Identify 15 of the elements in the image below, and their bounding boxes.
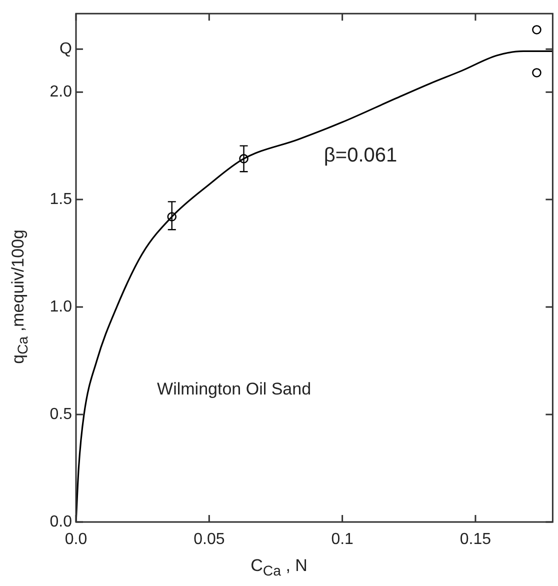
point — [532, 25, 542, 34]
y-tick-label: 0.0 — [50, 513, 72, 530]
point — [532, 68, 542, 78]
x-tick-label: 0.0 — [64, 531, 88, 548]
y-tick-label: 1.5 — [50, 190, 72, 208]
y-tick-label: 0.5 — [50, 406, 72, 423]
y-tick-label: Q — [60, 40, 72, 58]
x-axis-title: C$_{Ca}$ , N — [250, 556, 308, 580]
annotation: Wilmington Oil Sand — [157, 380, 312, 399]
y-tick-label: 1.0 — [50, 298, 72, 316]
y-tick-label: 2.0 — [50, 83, 72, 100]
x-tick-label: 0.05 — [194, 531, 225, 548]
annotation: β=0.061 — [324, 144, 398, 166]
x-tick-label: 0.15 — [460, 531, 492, 548]
x-tick-label: 0.1 — [331, 531, 354, 548]
